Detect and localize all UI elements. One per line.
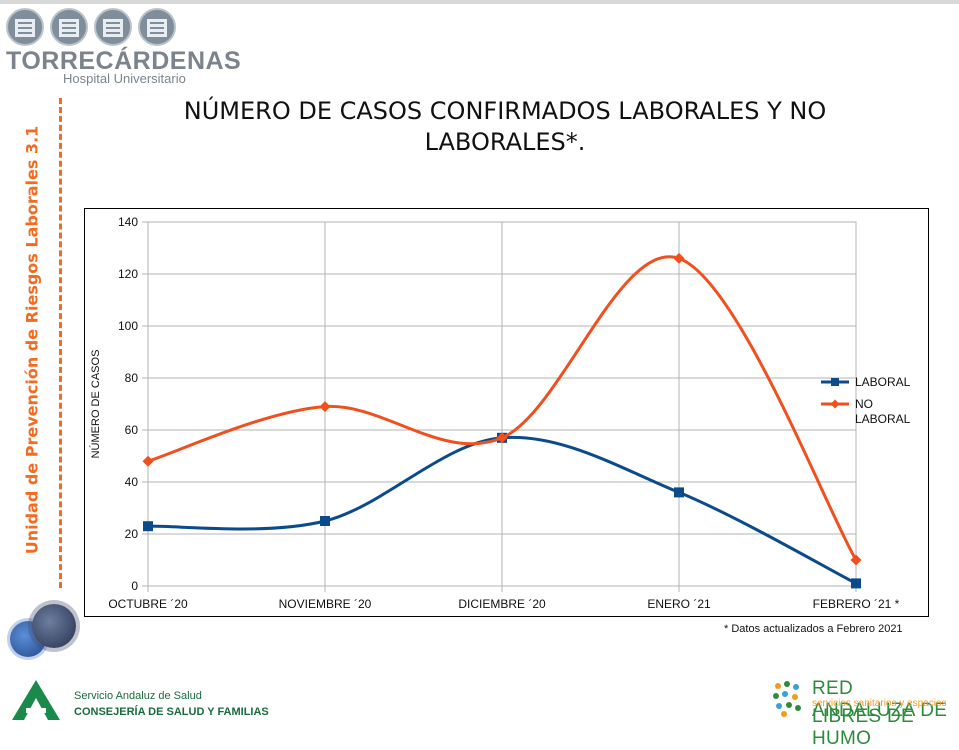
data-point-laboral xyxy=(851,578,861,589)
legend-marker-laboral xyxy=(831,378,839,386)
red-andaluza-title: RED ANDALUZA DE xyxy=(812,678,948,721)
legend-label-laboral: LABORAL xyxy=(855,375,911,389)
y-tick-label: 100 xyxy=(118,319,138,333)
hospital-name: TORRECÁRDENAS xyxy=(6,47,242,75)
x-tick-label: DICIEMBRE ´20 xyxy=(458,597,546,611)
data-point-laboral xyxy=(320,516,330,526)
x-tick-label: ENERO ´21 xyxy=(647,597,711,611)
building-icon xyxy=(138,8,176,46)
data-point-no-laboral xyxy=(496,432,508,444)
x-tick-label: NOVIEMBRE ´20 xyxy=(279,597,372,611)
y-tick-label: 120 xyxy=(118,267,138,281)
hospital-logo-icons xyxy=(6,8,176,46)
red-libres-humo-logo xyxy=(773,681,801,717)
y-tick-label: 20 xyxy=(125,527,139,541)
chart-title: NÚMERO DE CASOS CONFIRMADOS LABORALES Y … xyxy=(150,96,860,158)
libres-de-humo: LIBRES DE HUMO xyxy=(812,706,914,749)
side-unit-label: Unidad de Prevención de Riesgos Laborale… xyxy=(22,125,42,555)
y-tick-label: 80 xyxy=(125,371,139,385)
x-tick-label: OCTUBRE ´20 xyxy=(108,597,188,611)
plot-area xyxy=(147,221,857,587)
data-point-no-laboral xyxy=(673,252,685,264)
chart-title-line2: LABORALES*. xyxy=(424,128,586,156)
side-divider xyxy=(59,98,62,588)
red-andaluza-subtitle: servicios sanitarios y espacios xyxy=(812,698,947,709)
data-point-no-laboral xyxy=(850,554,862,566)
data-point-no-laboral xyxy=(142,455,154,467)
building-icon xyxy=(6,8,44,46)
legend-label-no-laboral: NO LABORAL xyxy=(855,397,911,426)
building-icon xyxy=(94,8,132,46)
data-point-no-laboral xyxy=(319,401,331,413)
top-border xyxy=(0,0,959,4)
y-tick-label: 60 xyxy=(125,423,139,437)
line-chart: 0 20 40 60 80 100 120 140 OCTUBRE ´20 NOVIEMBRE ´… xyxy=(89,215,911,611)
junta-andalucia-logo xyxy=(12,680,60,720)
legend-marker-no-laboral xyxy=(830,399,840,409)
y-axis-label: NÚMERO DE CASOS xyxy=(89,350,102,459)
chart-title-line1: NÚMERO DE CASOS CONFIRMADOS LABORALES Y … xyxy=(183,97,827,125)
y-tick-label: 0 xyxy=(131,579,138,593)
chart-frame: 0 20 40 60 80 100 120 140 OCTUBRE ´20 NOVIEMBRE ´… xyxy=(84,208,929,617)
virus-icon xyxy=(32,604,76,648)
hospital-subtitle: Hospital Universitario xyxy=(63,71,186,86)
x-tick-label: FEBRERO ´21 * xyxy=(813,597,900,611)
data-point-laboral xyxy=(143,521,153,532)
sas-name: Servicio Andaluz de Salud xyxy=(74,690,202,702)
consejeria-name: CONSEJERÍA DE SALUD Y FAMILIAS xyxy=(74,706,269,718)
data-point-laboral xyxy=(674,487,684,498)
y-tick-label: 40 xyxy=(125,475,139,489)
building-icon xyxy=(50,8,88,46)
series-line-no-laboral xyxy=(147,255,858,561)
y-tick-label: 140 xyxy=(118,215,138,229)
footnote: * Datos actualizados a Febrero 2021 xyxy=(724,623,903,635)
